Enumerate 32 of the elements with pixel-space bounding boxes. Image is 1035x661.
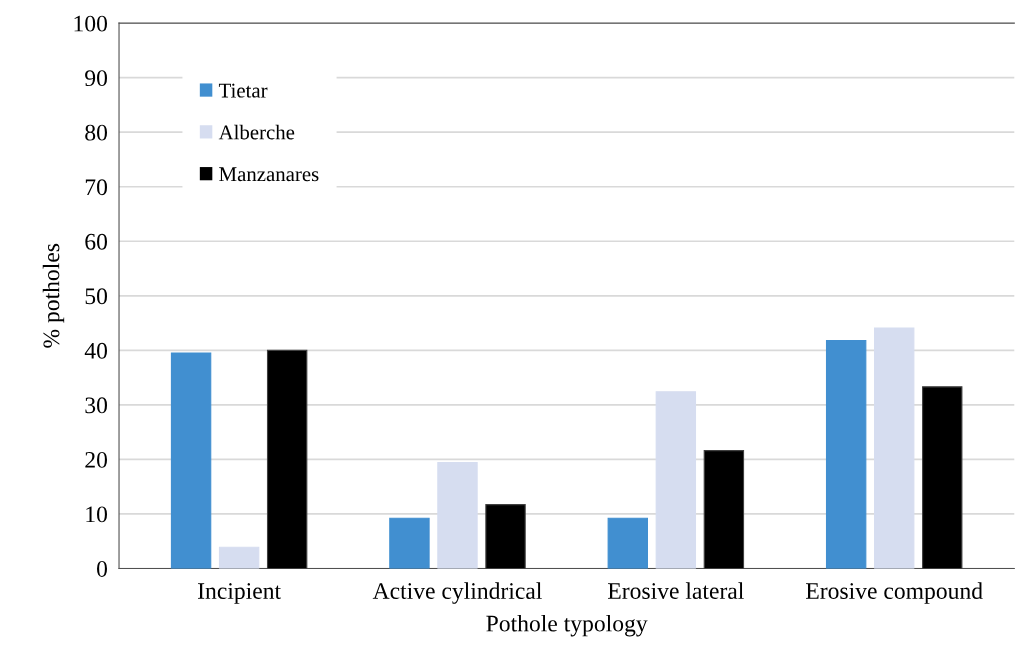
y-tick-label: 10 [86, 506, 108, 523]
y-tick-label: 20 [85, 451, 108, 468]
bar [873, 327, 915, 569]
x-tick-label: Erosive lateral [608, 582, 744, 599]
x-tick-label: Erosive compound [806, 582, 983, 604]
y-tick-label: 0 [97, 560, 108, 577]
y-axis-title: % potholes [42, 243, 65, 348]
y-tick-label: 90 [85, 70, 108, 87]
bar [485, 504, 526, 569]
bar [607, 517, 649, 569]
bar [266, 349, 308, 569]
x-tick-label: Active cylindrical [372, 582, 542, 604]
bar [825, 339, 867, 569]
legend-label: Tietar [218, 83, 268, 98]
x-tick-label: Incipient [198, 583, 281, 604]
bar [655, 391, 697, 569]
bar [218, 546, 260, 569]
y-tick-label: 40 [84, 342, 108, 359]
bar [437, 462, 478, 569]
y-tick-label: 30 [85, 397, 108, 414]
y-tick-label: 60 [85, 233, 108, 250]
bar [922, 386, 963, 569]
y-tick-label: 100 [74, 15, 108, 32]
y-tick-label: 70 [85, 179, 108, 196]
x-axis-title: Pothole typology [486, 614, 648, 637]
y-tick-label: 80 [85, 124, 108, 141]
bar [389, 517, 430, 569]
legend-label: Manzanares [219, 167, 319, 182]
y-tick-label: 50 [85, 288, 108, 305]
bar [703, 450, 745, 569]
legend-label: Alberche [218, 124, 295, 140]
bar [170, 352, 212, 569]
